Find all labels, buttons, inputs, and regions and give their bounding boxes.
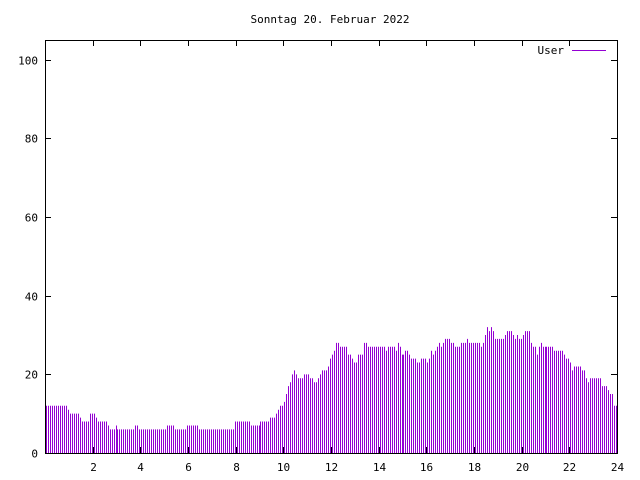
x-axis: 2 4 6 8 10 12 14 16 18 20 22 24 <box>90 40 624 474</box>
y-tick-label: 60 <box>25 212 38 225</box>
impulse-series <box>46 327 617 453</box>
x-tick-label: 12 <box>325 461 338 474</box>
x-tick-label: 8 <box>233 461 240 474</box>
x-tick-label: 16 <box>420 461 433 474</box>
x-tick-label: 20 <box>516 461 529 474</box>
x-tick-label: 6 <box>185 461 192 474</box>
y-tick-label: 40 <box>25 291 38 304</box>
x-tick-label: 18 <box>468 461 481 474</box>
x-tick-label: 10 <box>277 461 290 474</box>
x-tick-label: 24 <box>611 461 625 474</box>
y-tick-label: 80 <box>25 133 38 146</box>
x-tick-label: 14 <box>373 461 387 474</box>
x-tick-label: 4 <box>137 461 144 474</box>
y-tick-label: 0 <box>31 448 38 461</box>
y-tick-label: 100 <box>18 55 38 68</box>
legend: User <box>538 44 606 57</box>
x-tick-label: 22 <box>563 461 576 474</box>
y-tick-label: 20 <box>25 369 38 382</box>
chart-title: Sonntag 20. Februar 2022 <box>251 13 410 26</box>
legend-label: User <box>538 44 565 57</box>
x-tick-label: 2 <box>90 461 97 474</box>
y-axis: 0 20 40 60 80 100 <box>18 55 617 461</box>
